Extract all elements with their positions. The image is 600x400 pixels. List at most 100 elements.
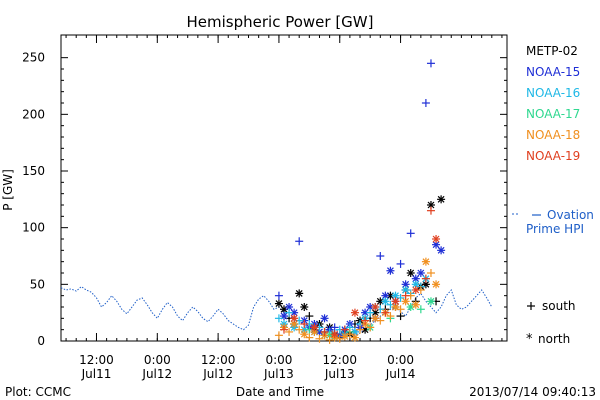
y-tick-label: 100 — [22, 221, 45, 235]
data-point-north — [411, 300, 420, 309]
legend-item-noaa-16: NOAA-16 — [526, 86, 580, 100]
x-tick-time-label: 12:00 — [201, 353, 236, 367]
data-point-south — [406, 229, 415, 238]
data-point-south — [274, 331, 283, 340]
data-point-north — [320, 314, 329, 323]
y-tick-label: 200 — [22, 107, 45, 121]
data-point-south — [401, 291, 410, 300]
chart-title: Hemispheric Power [GW] — [187, 13, 374, 31]
data-point-south — [366, 308, 375, 317]
data-point-north — [386, 266, 395, 275]
data-point-north — [280, 312, 288, 321]
data-point-south — [320, 327, 329, 336]
data-point-north — [366, 303, 375, 311]
data-point-north — [295, 289, 304, 298]
x-tick-time-label: 0:00 — [265, 353, 292, 367]
data-point-south — [285, 327, 294, 336]
data-point-south — [366, 323, 375, 332]
y-tick-label: 50 — [30, 277, 45, 291]
data-point-north — [437, 195, 446, 204]
x-tick-day-label: Jul11 — [81, 367, 112, 381]
data-point-south — [305, 312, 314, 321]
data-point-south — [376, 316, 385, 325]
data-point-south — [361, 316, 370, 325]
data-point-north — [437, 246, 446, 255]
x-tick-day-label: Jul13 — [263, 367, 294, 381]
legend-item-noaa-18: NOAA-18 — [526, 128, 580, 142]
data-point-south — [381, 308, 390, 317]
data-point-south — [396, 259, 405, 268]
data-point-south — [315, 334, 324, 343]
data-point-north — [285, 303, 294, 311]
x-tick-day-label: Jul12 — [202, 367, 233, 381]
footer-timestamp: 2013/07/14 09:40:13 — [469, 385, 596, 399]
data-point-north — [290, 314, 299, 323]
data-point-north — [371, 303, 380, 311]
data-point-north — [310, 323, 319, 332]
data-point-south — [300, 320, 309, 328]
data-point-north — [330, 330, 339, 339]
x-tick-time-label: 0:00 — [387, 353, 414, 367]
marker-legend-north: * north — [526, 332, 570, 347]
data-point-south — [396, 312, 405, 321]
data-point-south — [280, 325, 288, 334]
data-point-north — [350, 308, 359, 317]
data-point-south — [330, 323, 339, 332]
data-point-south — [274, 314, 283, 323]
data-point-south — [295, 325, 304, 334]
data-point-north — [391, 297, 400, 306]
x-axis-label: Date and Time — [236, 385, 324, 399]
legend: METP-02 NOAA-15 NOAA-16 NOAA-17 NOAA-18 NOAA-… — [526, 44, 580, 163]
data-point-north — [416, 269, 425, 277]
x-tick-time-label: 0:00 — [144, 353, 171, 367]
x-tick-time-label: 12:00 — [79, 353, 114, 367]
footer-plot-credit: Plot: CCMC — [5, 385, 71, 399]
legend-item-metp-02: METP-02 — [526, 44, 578, 58]
plot-frame — [60, 34, 508, 342]
data-point-north — [432, 235, 441, 243]
data-point-south — [345, 330, 354, 339]
data-point-south — [274, 291, 283, 300]
data-point-north — [411, 286, 420, 294]
x-tick-day-label: Jul14 — [385, 367, 416, 381]
data-point-north — [274, 299, 283, 308]
y-axis-label: P [GW] — [1, 169, 15, 211]
data-point-south — [305, 333, 314, 342]
legend-item-noaa-19: NOAA-19 — [526, 149, 580, 163]
data-point-north — [300, 330, 309, 339]
x-tick-time-label: 12:00 — [322, 353, 357, 367]
data-point-south — [426, 269, 435, 277]
data-point-south — [396, 305, 405, 314]
south-label: south — [542, 299, 576, 313]
series-layer — [60, 59, 493, 344]
data-point-south — [416, 305, 425, 314]
legend-item-noaa-15: NOAA-15 — [526, 65, 580, 79]
data-point-south — [421, 99, 430, 107]
data-point-south — [386, 312, 395, 321]
ovation-label-line2: Prime HPI — [526, 222, 584, 236]
x-tick-day-label: Jul13 — [324, 367, 355, 381]
data-point-north — [401, 286, 410, 294]
y-axis-ticks: 0 50 100 150 200 250 — [22, 51, 507, 348]
data-point-south — [376, 252, 385, 260]
x-axis-ticks: 12:00Jul110:00Jul1212:00Jul120:00Jul1312… — [65, 35, 503, 381]
north-label: north — [538, 332, 570, 346]
ovation-hpi-line — [60, 285, 493, 336]
data-point-north — [300, 303, 309, 311]
asterisk-marker-icon: * — [526, 332, 533, 347]
marker-legend-south: south — [527, 299, 576, 313]
data-point-south — [421, 274, 430, 283]
data-point-south — [285, 308, 294, 317]
data-point-north — [381, 297, 390, 306]
data-point-south — [426, 206, 435, 215]
data-point-north — [421, 257, 430, 266]
data-point-north — [426, 297, 435, 306]
legend-item-noaa-17: NOAA-17 — [526, 107, 580, 121]
x-tick-day-label: Jul12 — [141, 367, 172, 381]
data-point-south — [340, 325, 349, 334]
y-tick-label: 250 — [22, 51, 45, 65]
data-point-north — [406, 269, 415, 277]
data-point-north — [432, 280, 441, 289]
y-tick-label: 150 — [22, 164, 45, 178]
data-point-south — [356, 325, 365, 334]
